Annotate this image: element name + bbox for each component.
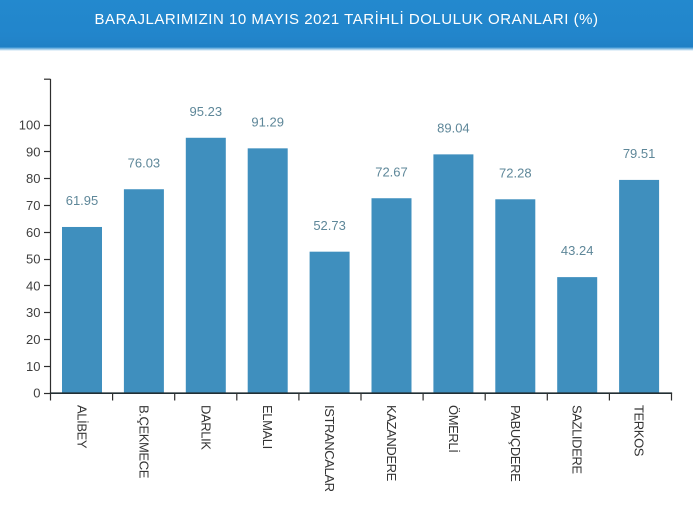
svg-text:KAZANDERE: KAZANDERE — [384, 405, 399, 482]
svg-text:61.95: 61.95 — [66, 193, 99, 208]
svg-text:70: 70 — [26, 198, 40, 213]
svg-text:72.67: 72.67 — [375, 164, 408, 179]
svg-text:SAZLIDERE: SAZLIDERE — [570, 405, 585, 474]
svg-text:10: 10 — [26, 359, 40, 374]
svg-text:91.29: 91.29 — [251, 114, 284, 129]
svg-text:TERKOS: TERKOS — [632, 405, 647, 457]
svg-text:DARLIK: DARLIK — [198, 405, 213, 450]
svg-text:72.28: 72.28 — [499, 165, 532, 180]
svg-text:40: 40 — [26, 278, 40, 293]
svg-text:80: 80 — [26, 171, 40, 186]
svg-text:95.23: 95.23 — [190, 104, 223, 119]
svg-text:89.04: 89.04 — [437, 120, 470, 135]
svg-text:PABUÇDERE: PABUÇDERE — [508, 405, 523, 482]
svg-text:60: 60 — [26, 225, 40, 240]
svg-text:30: 30 — [26, 305, 40, 320]
svg-text:90: 90 — [26, 144, 40, 159]
svg-text:B.ÇEKMECE: B.ÇEKMECE — [136, 405, 151, 479]
svg-text:ALİBEY: ALİBEY — [75, 405, 90, 449]
svg-text:100: 100 — [19, 118, 41, 133]
svg-text:0: 0 — [33, 386, 40, 401]
svg-text:76.03: 76.03 — [128, 155, 161, 170]
svg-text:43.24: 43.24 — [561, 243, 594, 258]
svg-text:ISTRANCALAR: ISTRANCALAR — [322, 405, 337, 492]
svg-text:20: 20 — [26, 332, 40, 347]
svg-text:52.73: 52.73 — [313, 218, 346, 233]
svg-text:ÖMERLİ: ÖMERLİ — [446, 405, 461, 452]
svg-text:79.51: 79.51 — [623, 146, 656, 161]
svg-text:50: 50 — [26, 252, 40, 267]
svg-text:ELMALI: ELMALI — [260, 405, 275, 449]
